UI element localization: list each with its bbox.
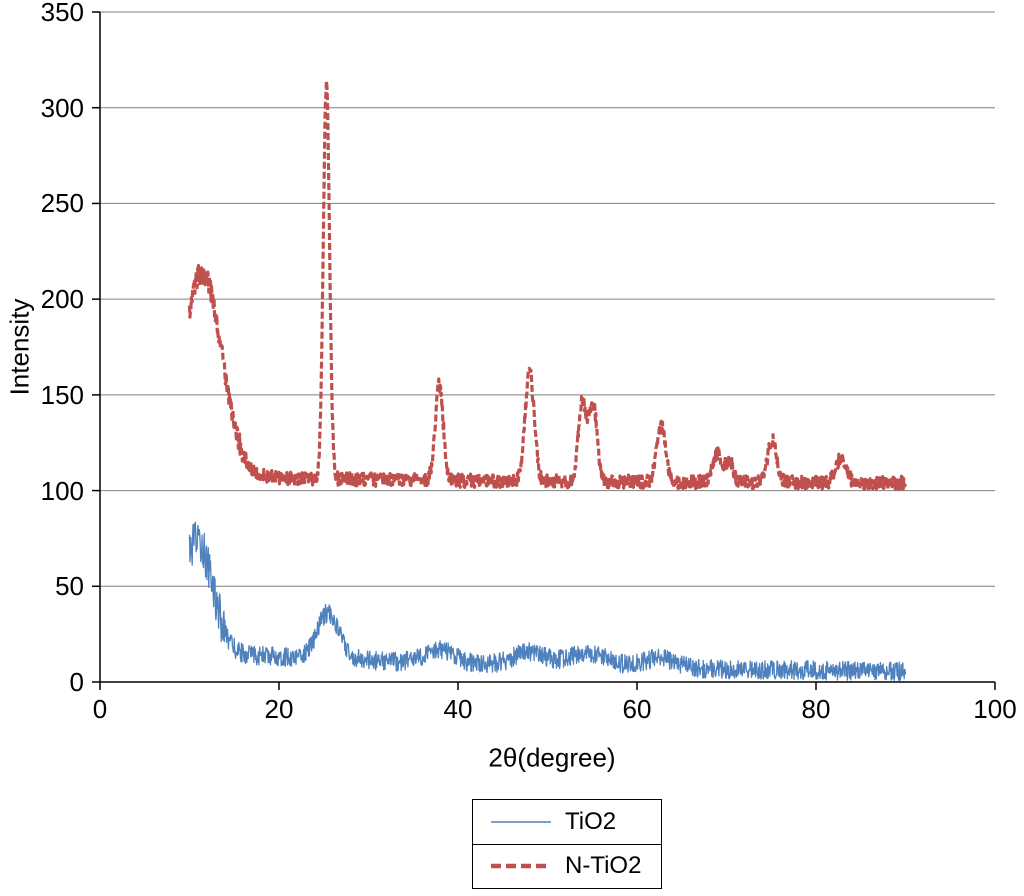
legend-label-tio2: TiO2 bbox=[565, 807, 617, 835]
legend-item-n-tio2: N-TiO2 bbox=[473, 845, 661, 889]
x-axis-title: 2θ(degree) bbox=[488, 742, 616, 773]
y-tick-label: 150 bbox=[40, 379, 84, 410]
y-tick-label: 100 bbox=[40, 475, 84, 506]
x-tick-label: 0 bbox=[92, 694, 108, 724]
legend-item-tio2: TiO2 bbox=[473, 800, 661, 845]
tio2-line-sample-icon bbox=[491, 821, 551, 823]
x-tick-label: 80 bbox=[801, 694, 831, 724]
y-tick-label: 200 bbox=[40, 284, 84, 315]
y-tick-label: 350 bbox=[40, 0, 84, 27]
y-tick-label: 50 bbox=[55, 571, 84, 602]
x-tick-label: 100 bbox=[973, 694, 1017, 724]
n-tio2-line-sample-icon bbox=[491, 864, 551, 869]
y-tick-label: 250 bbox=[40, 188, 84, 219]
legend: TiO2 N-TiO2 bbox=[472, 799, 662, 889]
series-curve-tio2 bbox=[188, 521, 907, 682]
y-tick-label: 300 bbox=[40, 92, 84, 123]
legend-label-n-tio2: N-TiO2 bbox=[565, 852, 642, 880]
y-tick-label: 0 bbox=[69, 667, 84, 697]
x-tick-label: 40 bbox=[443, 694, 473, 724]
series-curve-n-tio2 bbox=[187, 79, 908, 491]
x-tick-label: 20 bbox=[264, 694, 294, 724]
x-tick-label: 60 bbox=[622, 694, 652, 724]
